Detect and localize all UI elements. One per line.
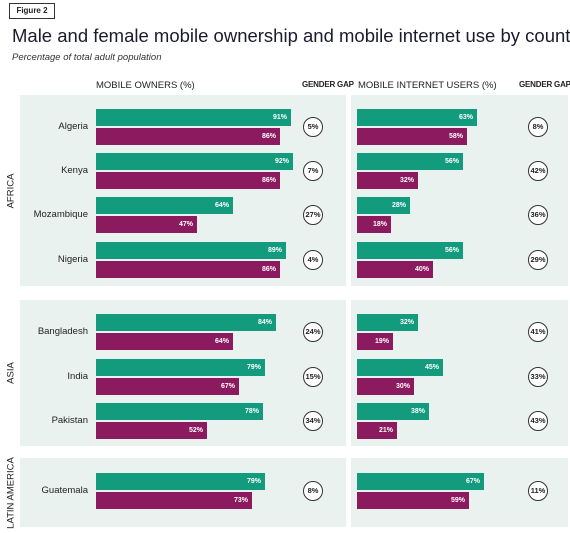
internet-female-bar: 58% — [357, 128, 467, 145]
bar-value-label: 91% — [272, 114, 287, 121]
internet-gap-heading: GENDER GAP — [519, 80, 570, 89]
internet-female-bar: 19% — [357, 333, 393, 350]
owners-gender-gap-badge: 27% — [303, 205, 323, 225]
owners-female-bar: 86% — [96, 172, 280, 189]
bar-value-label: 78% — [244, 408, 259, 415]
owners-male-bar: 79% — [96, 473, 265, 490]
country-label: Nigeria — [57, 254, 88, 265]
bar-value-label: 84% — [257, 319, 272, 326]
internet-female-bar: 32% — [357, 172, 418, 189]
bar-value-label: 59% — [450, 497, 465, 504]
owners-female-bar: 52% — [96, 422, 207, 439]
bar-value-label: 28% — [391, 202, 406, 209]
bar-value-label: 52% — [188, 427, 203, 434]
owners-male-bar: 64% — [96, 197, 233, 214]
bar-value-label: 89% — [267, 247, 282, 254]
owners-male-bar: 78% — [96, 403, 263, 420]
figure-label: Figure 2 — [9, 3, 55, 19]
bar-value-label: 47% — [178, 221, 193, 228]
owners-female-bar: 64% — [96, 333, 233, 350]
owners-gender-gap-badge: 24% — [303, 322, 323, 342]
internet-gender-gap-badge: 43% — [528, 411, 548, 431]
internet-male-bar: 56% — [357, 153, 463, 170]
bar-value-label: 56% — [444, 158, 459, 165]
chart-title: Male and female mobile ownership and mob… — [12, 25, 570, 46]
bar-value-label: 67% — [465, 478, 480, 485]
internet-gender-gap-badge: 33% — [528, 367, 548, 387]
bar-value-label: 32% — [399, 319, 414, 326]
owners-female-bar: 86% — [96, 261, 280, 278]
bar-value-label: 67% — [220, 383, 235, 390]
bar-value-label: 64% — [214, 338, 229, 345]
bar-value-label: 19% — [374, 338, 389, 345]
owners-male-bar: 92% — [96, 153, 293, 170]
bar-value-label: 86% — [261, 133, 276, 140]
bar-value-label: 32% — [399, 177, 414, 184]
owners-gender-gap-badge: 34% — [303, 411, 323, 431]
owners-female-bar: 47% — [96, 216, 197, 233]
bar-value-label: 58% — [448, 133, 463, 140]
internet-female-bar: 59% — [357, 492, 469, 509]
internet-gender-gap-badge: 29% — [528, 250, 548, 270]
country-label: Guatemala — [41, 485, 88, 496]
owners-male-bar: 89% — [96, 242, 286, 259]
bar-value-label: 38% — [410, 408, 425, 415]
bar-value-label: 64% — [214, 202, 229, 209]
country-label: Bangladesh — [37, 326, 88, 337]
bar-value-label: 73% — [233, 497, 248, 504]
internet-female-bar: 18% — [357, 216, 391, 233]
owners-gender-gap-badge: 4% — [303, 250, 323, 270]
owners-gender-gap-badge: 5% — [303, 117, 323, 137]
internet-gender-gap-badge: 41% — [528, 322, 548, 342]
bar-value-label: 30% — [395, 383, 410, 390]
country-label: Kenya — [61, 165, 88, 176]
owners-gap-heading: GENDER GAP — [302, 80, 354, 89]
bar-value-label: 21% — [378, 427, 393, 434]
owners-female-bar: 67% — [96, 378, 239, 395]
internet-male-bar: 45% — [357, 359, 443, 376]
country-label: Algeria — [58, 121, 88, 132]
owners-male-bar: 79% — [96, 359, 265, 376]
bar-value-label: 86% — [261, 177, 276, 184]
bar-value-label: 56% — [444, 247, 459, 254]
internet-female-bar: 21% — [357, 422, 397, 439]
internet-female-bar: 30% — [357, 378, 414, 395]
bar-value-label: 18% — [372, 221, 387, 228]
internet-male-bar: 38% — [357, 403, 429, 420]
internet-male-bar: 32% — [357, 314, 418, 331]
bar-value-label: 63% — [458, 114, 473, 121]
bar-value-label: 92% — [274, 158, 289, 165]
bar-value-label: 86% — [261, 266, 276, 273]
internet-male-bar: 56% — [357, 242, 463, 259]
owners-male-bar: 91% — [96, 109, 291, 126]
owners-column-heading: MOBILE OWNERS (%) — [96, 80, 195, 91]
owners-female-bar: 86% — [96, 128, 280, 145]
owners-gender-gap-badge: 7% — [303, 161, 323, 181]
internet-gender-gap-badge: 42% — [528, 161, 548, 181]
internet-gender-gap-badge: 36% — [528, 205, 548, 225]
country-label: Mozambique — [33, 209, 88, 220]
region-label: AFRICA — [5, 173, 17, 208]
internet-male-bar: 67% — [357, 473, 484, 490]
bar-value-label: 79% — [246, 478, 261, 485]
internet-male-bar: 28% — [357, 197, 410, 214]
country-label: India — [67, 371, 88, 382]
country-label: Pakistan — [51, 415, 88, 426]
owners-gender-gap-badge: 15% — [303, 367, 323, 387]
internet-male-bar: 63% — [357, 109, 477, 126]
bar-value-label: 45% — [424, 364, 439, 371]
chart-subtitle: Percentage of total adult population — [12, 52, 162, 63]
owners-gender-gap-badge: 8% — [303, 481, 323, 501]
bar-value-label: 79% — [246, 364, 261, 371]
internet-gender-gap-badge: 8% — [528, 117, 548, 137]
owners-female-bar: 73% — [96, 492, 252, 509]
internet-gender-gap-badge: 11% — [528, 481, 548, 501]
internet-female-bar: 40% — [357, 261, 433, 278]
bar-value-label: 40% — [414, 266, 429, 273]
internet-column-heading: MOBILE INTERNET USERS (%) — [358, 80, 497, 91]
owners-male-bar: 84% — [96, 314, 276, 331]
